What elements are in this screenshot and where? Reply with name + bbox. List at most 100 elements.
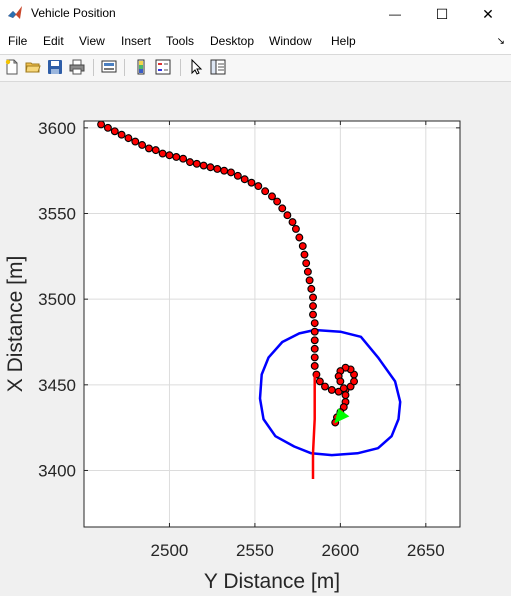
trajectory-marker <box>233 171 242 180</box>
trajectory-marker <box>288 218 297 227</box>
trajectory-marker <box>151 146 160 155</box>
trajectory-marker <box>278 204 287 213</box>
trajectory-marker <box>273 197 282 206</box>
trajectory-marker <box>309 310 317 319</box>
axis-ticks: 2500 2550 2600 2650 3400 3450 3500 3550 3600 <box>38 119 460 560</box>
axes-background <box>84 121 460 527</box>
trajectory-marker <box>310 362 319 370</box>
trajectory-marker <box>309 293 317 302</box>
trajectory-marker <box>302 259 311 268</box>
grid-lines <box>84 121 460 527</box>
trajectory-marker <box>254 182 263 191</box>
trajectory-marker <box>220 166 229 175</box>
trajectory-marker <box>315 377 324 386</box>
dock-figure-icon[interactable]: ↘ <box>496 36 505 47</box>
x-tick-label: 2600 <box>321 541 359 560</box>
maximize-button[interactable]: ☐ <box>419 0 465 28</box>
toolbar-separator <box>124 59 125 76</box>
y-tick-label: 3450 <box>38 376 76 395</box>
toolbar-separator <box>93 59 94 76</box>
trajectory-marker <box>283 211 292 220</box>
plot-data <box>97 120 402 479</box>
trajectory-marker <box>124 134 133 143</box>
x-axis-label: Y Distance [m] <box>204 570 340 593</box>
figure-toolbar <box>0 54 511 82</box>
trajectory-marker <box>350 377 358 386</box>
menu-view[interactable]: View <box>79 34 105 48</box>
menu-tools[interactable]: Tools <box>166 34 195 48</box>
print-icon[interactable] <box>68 58 86 76</box>
boundary-circle <box>258 328 402 457</box>
trajectory-marker <box>186 158 194 167</box>
new-figure-icon[interactable] <box>3 58 21 76</box>
trajectory-marker <box>321 382 329 391</box>
trajectory-marker <box>117 130 126 139</box>
y-tick-label: 3600 <box>38 119 76 138</box>
trajectory-marker <box>240 175 249 184</box>
trajectory-marker <box>261 187 270 196</box>
trajectory-marker <box>310 327 319 336</box>
window-title: Vehicle Position <box>31 6 116 20</box>
trajectory-marker <box>103 123 112 132</box>
trajectory-marker <box>310 353 319 362</box>
y-tick-label: 3500 <box>38 290 76 309</box>
property-inspector-icon[interactable] <box>209 58 227 76</box>
x-tick-label: 2550 <box>236 541 274 560</box>
trajectory-marker <box>199 161 208 170</box>
trajectory-marker <box>131 137 140 146</box>
y-tick-label: 3550 <box>38 205 76 224</box>
menu-help[interactable]: Help <box>331 34 356 48</box>
colorbar-icon[interactable] <box>132 58 150 76</box>
menu-file[interactable]: File <box>8 34 28 48</box>
trajectory-marker <box>339 384 348 393</box>
x-tick-label: 2650 <box>407 541 445 560</box>
open-file-icon[interactable] <box>24 58 42 76</box>
trajectory-marker <box>213 165 222 173</box>
minimize-button[interactable]: — <box>372 0 418 28</box>
trajectory-marker <box>309 302 317 310</box>
trajectory-marker <box>303 267 312 276</box>
trajectory-marker <box>165 151 174 160</box>
trajectory-marker <box>206 163 215 172</box>
trajectory-marker <box>310 344 319 353</box>
save-icon[interactable] <box>46 58 64 76</box>
trajectory-marker <box>144 144 153 153</box>
close-icon: ✕ <box>482 5 494 22</box>
y-tick-label: 3400 <box>38 461 76 480</box>
toolbar-separator <box>180 59 181 76</box>
link-plot-icon[interactable] <box>100 58 118 76</box>
vehicle-marker <box>334 408 350 424</box>
trajectory-marker <box>158 149 167 158</box>
trajectory-marker <box>291 224 300 233</box>
close-button[interactable]: ✕ <box>465 0 511 28</box>
menu-bar: File Edit View Insert Tools Desktop Wind… <box>0 30 511 52</box>
menu-window[interactable]: Window <box>269 34 312 48</box>
figure-canvas: 2500 2550 2600 2650 3400 3450 3500 3550 3600 Y D… <box>0 82 511 596</box>
trajectory-marker <box>268 192 276 201</box>
reference-path-line <box>311 374 316 479</box>
matlab-logo-icon <box>8 6 22 19</box>
trajectory-marker <box>138 141 147 149</box>
vehicle-position-plot[interactable]: 2500 2550 2600 2650 3400 3450 3500 3550 3600 Y D… <box>0 82 511 596</box>
trajectory-marker <box>307 284 316 293</box>
trajectory-marker <box>227 168 235 177</box>
edit-plot-icon[interactable] <box>187 58 205 76</box>
trajectory-marker <box>298 242 307 251</box>
trajectory-marker <box>310 336 319 345</box>
y-axis-label: X Distance [m] <box>4 256 27 393</box>
figure-bottom-edge <box>0 593 511 596</box>
axes-box <box>83 120 461 528</box>
trajectory-marker <box>327 386 336 394</box>
trajectory-marker <box>300 250 309 259</box>
legend-icon[interactable] <box>154 58 172 76</box>
trajectory-marker <box>305 276 314 285</box>
menu-insert[interactable]: Insert <box>121 34 152 48</box>
trajectory-marker <box>310 319 319 328</box>
menu-edit[interactable]: Edit <box>43 34 64 48</box>
maximize-icon: ☐ <box>435 5 449 22</box>
menu-desktop[interactable]: Desktop <box>210 34 255 48</box>
title-bar: Vehicle Position — ☐ ✕ <box>0 0 511 28</box>
trajectory-marker <box>97 120 106 129</box>
trajectory-marker <box>172 153 181 161</box>
trajectory-marker <box>192 159 201 168</box>
